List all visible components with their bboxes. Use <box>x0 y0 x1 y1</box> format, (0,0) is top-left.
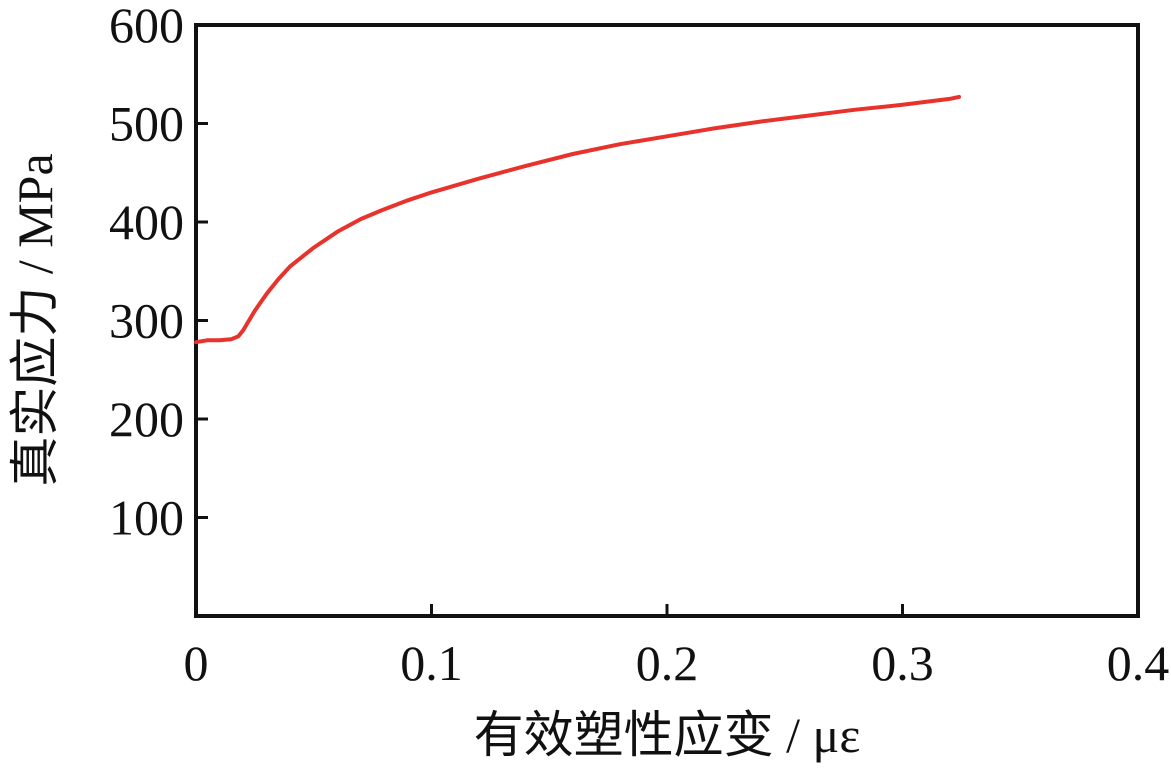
data-point <box>665 134 669 138</box>
data-point <box>901 103 904 107</box>
data-point <box>288 264 292 268</box>
y-axis-title: 真实应力 / MPa <box>7 153 63 486</box>
data-point <box>430 190 433 194</box>
data-point <box>477 177 481 181</box>
data-point <box>236 334 240 338</box>
data-point <box>524 164 528 168</box>
x-tick-label: 0.2 <box>636 635 699 691</box>
data-point <box>265 292 269 296</box>
data-point <box>359 217 363 221</box>
data-point <box>712 126 716 130</box>
x-axis-title: 有效塑性应变 / με <box>474 707 861 763</box>
data-point <box>382 207 386 211</box>
y-tick-label: 200 <box>109 391 184 447</box>
data-point <box>853 108 857 112</box>
data-point <box>406 198 410 202</box>
data-point <box>194 340 198 344</box>
x-tick-label: 0.3 <box>871 635 934 691</box>
data-point <box>229 337 233 341</box>
series-line-0 <box>194 94 961 345</box>
y-tick-label: 600 <box>109 0 184 53</box>
y-tick-label: 400 <box>109 194 184 250</box>
x-tick-label: 0.1 <box>400 635 463 691</box>
data-point <box>618 142 622 146</box>
plot-frame <box>194 23 1140 618</box>
x-tick-label: 0 <box>184 635 209 691</box>
y-tick-label: 100 <box>109 490 184 546</box>
x-tick-label: 0.4 <box>1107 635 1170 691</box>
data-point <box>206 338 210 342</box>
data-point <box>335 230 339 234</box>
y-axis-ticks: 100 200 300 400 500 600 <box>109 0 208 546</box>
data-point <box>806 114 810 118</box>
x-axis-ticks: 0 0.1 0.2 0.3 0.4 <box>184 604 1170 691</box>
y-tick-label: 300 <box>109 293 184 349</box>
data-point <box>948 97 952 101</box>
data-point <box>241 328 245 332</box>
data-point <box>571 152 575 156</box>
data-point <box>759 120 763 123</box>
series-layer <box>194 94 961 345</box>
data-point <box>276 277 280 281</box>
data-point <box>253 309 257 313</box>
data-point <box>957 95 961 99</box>
data-point <box>218 338 222 342</box>
y-tick-label: 500 <box>109 96 184 152</box>
data-point <box>312 246 316 250</box>
